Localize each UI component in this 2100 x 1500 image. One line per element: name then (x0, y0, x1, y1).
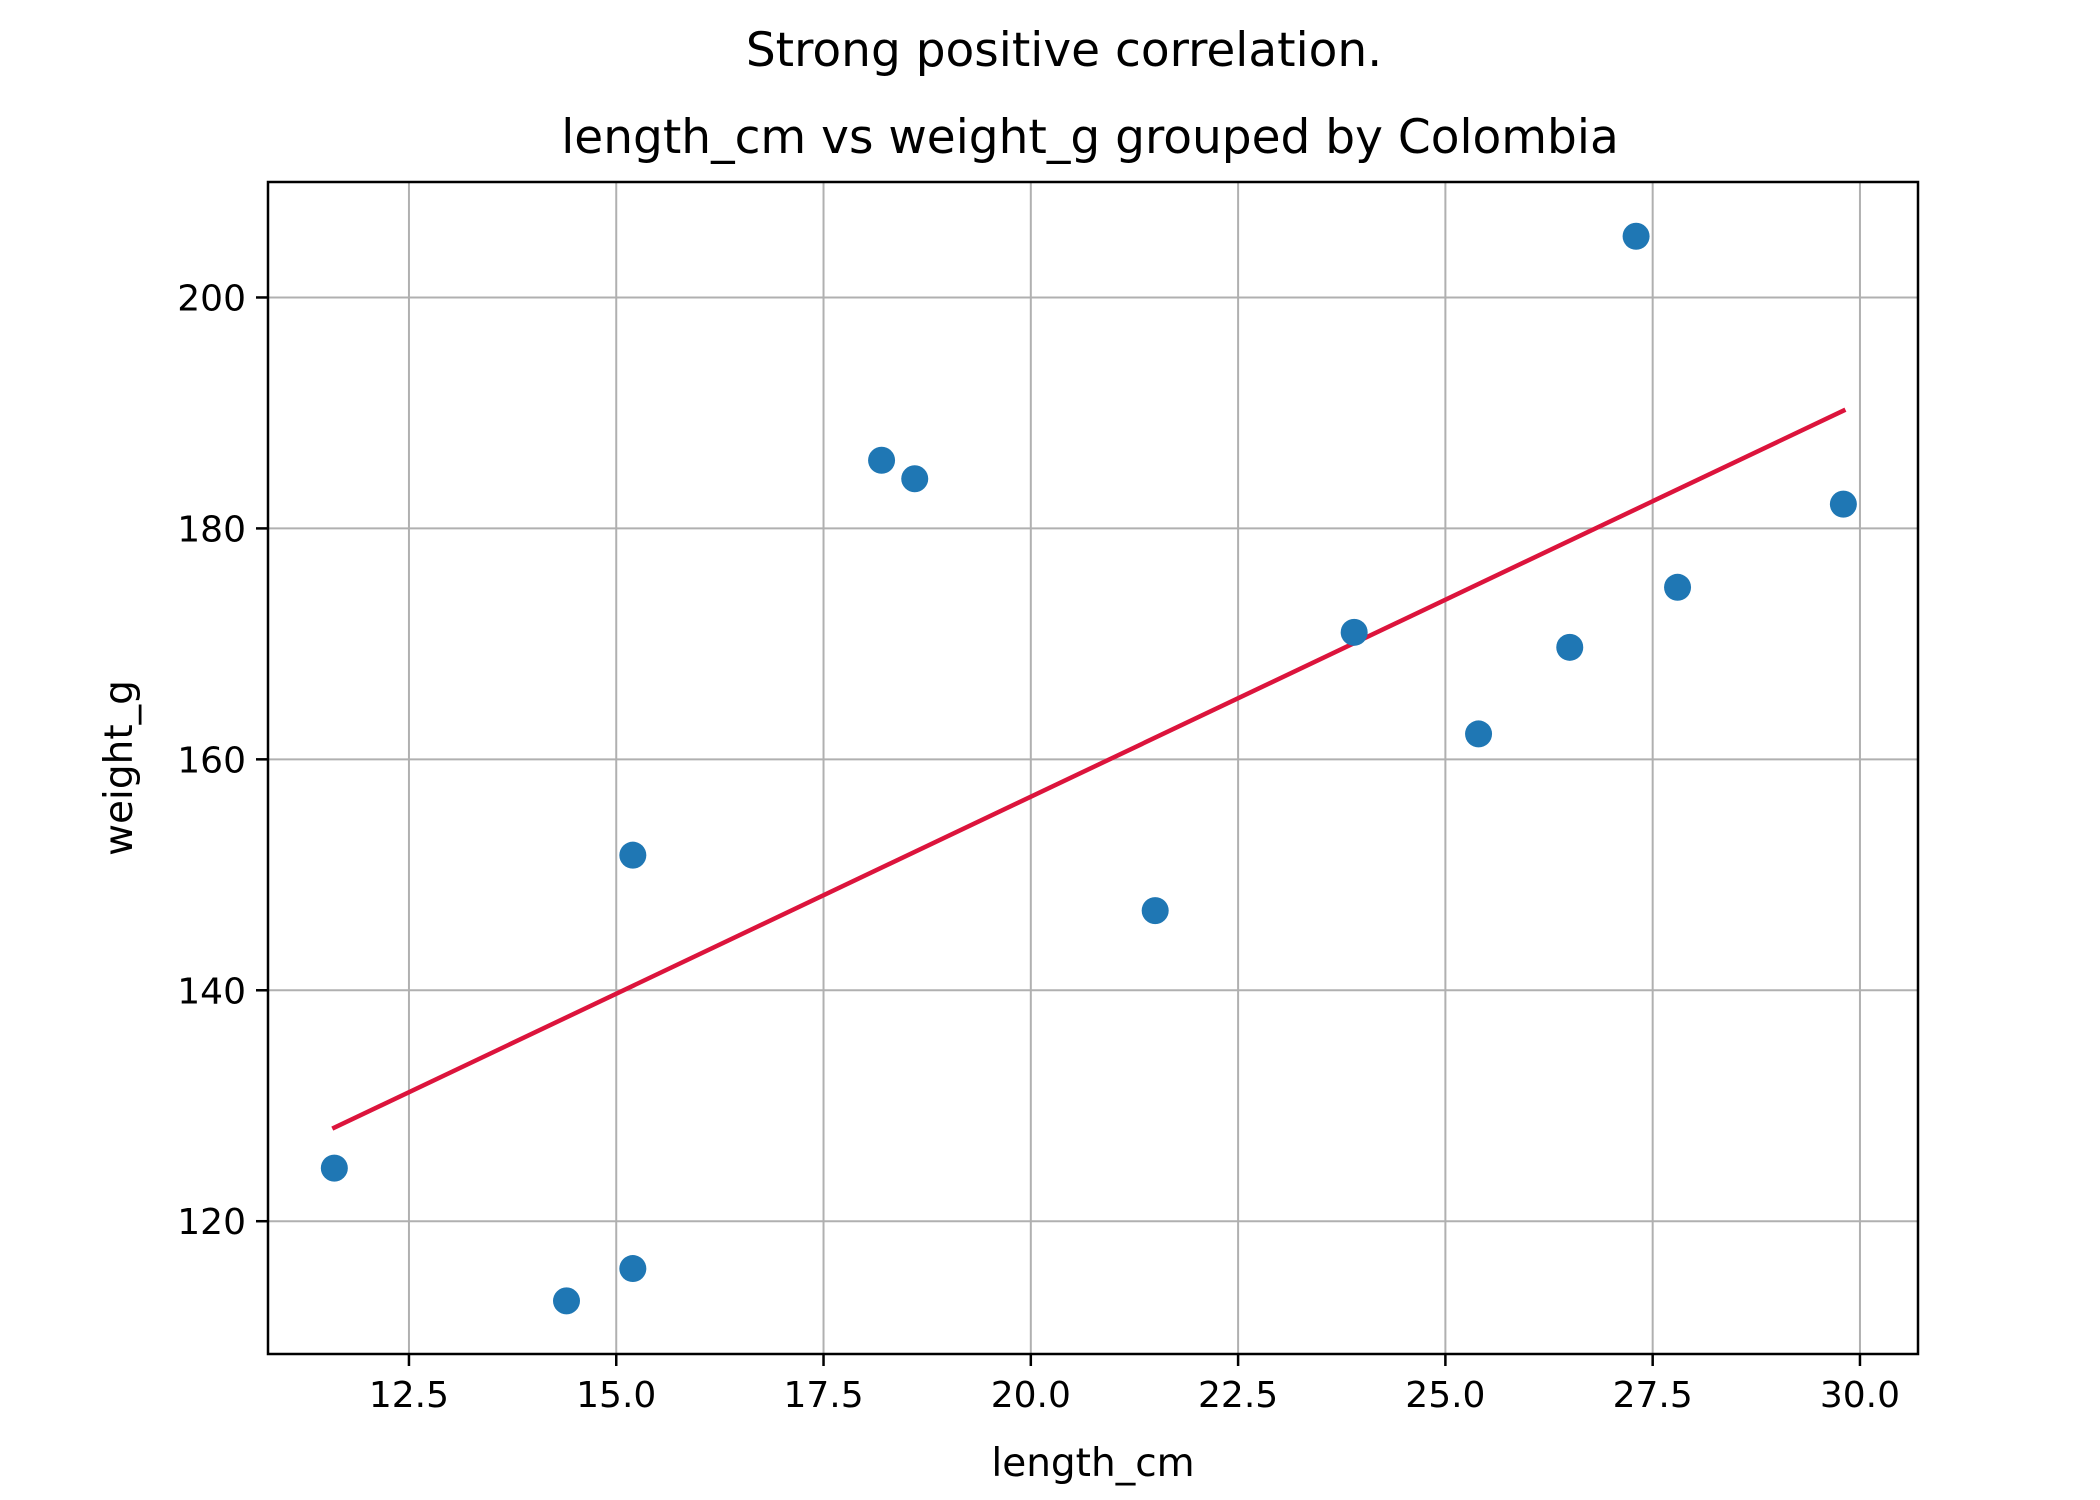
trend-line (331, 407, 1847, 1131)
y-tick-label: 140 (177, 971, 246, 1012)
scatter-points-layer (320, 222, 1857, 1315)
x-tick-label: 25.0 (1405, 1375, 1485, 1416)
x-tick-label: 27.5 (1613, 1375, 1693, 1416)
scatter-point (868, 446, 896, 474)
x-tick-label: 30.0 (1820, 1375, 1900, 1416)
scatter-point (1664, 573, 1692, 601)
y-axis-label: weight_g (97, 680, 142, 856)
plot-frame (266, 180, 1920, 1356)
x-tick-label: 15.0 (576, 1375, 656, 1416)
scatter-point (619, 1255, 647, 1283)
scatter-point (1622, 222, 1650, 250)
scatter-point (619, 841, 647, 869)
trend-line-layer (331, 407, 1847, 1131)
y-tick-label: 180 (177, 509, 246, 550)
y-axis-ticks: 120 140 160 180 200 (177, 278, 268, 1243)
x-tick-label: 12.5 (369, 1375, 449, 1416)
x-axis-ticks: 12.5 15.0 17.5 20.0 22.5 25.0 27.5 30.0 (369, 1354, 1900, 1416)
scatter-point (1556, 633, 1584, 661)
scatter-point (901, 465, 929, 493)
y-tick-label: 120 (177, 1202, 246, 1243)
x-tick-label: 17.5 (783, 1375, 863, 1416)
grid-lines (268, 182, 1918, 1354)
scatter-point (1340, 618, 1368, 646)
x-axis-label: length_cm (991, 1441, 1194, 1486)
x-tick-label: 22.5 (1198, 1375, 1278, 1416)
scatter-point (320, 1154, 348, 1182)
scatter-point (552, 1287, 580, 1315)
y-tick-label: 160 (177, 740, 246, 781)
scatter-point (1465, 720, 1493, 748)
scatter-point (1141, 897, 1169, 925)
scatter-point (1829, 490, 1857, 518)
x-tick-label: 20.0 (991, 1375, 1071, 1416)
y-tick-label: 200 (177, 278, 246, 319)
chart-title: length_cm vs weight_g grouped by Colombi… (561, 110, 1619, 165)
chart-suptitle: Strong positive correlation. (746, 23, 1382, 78)
